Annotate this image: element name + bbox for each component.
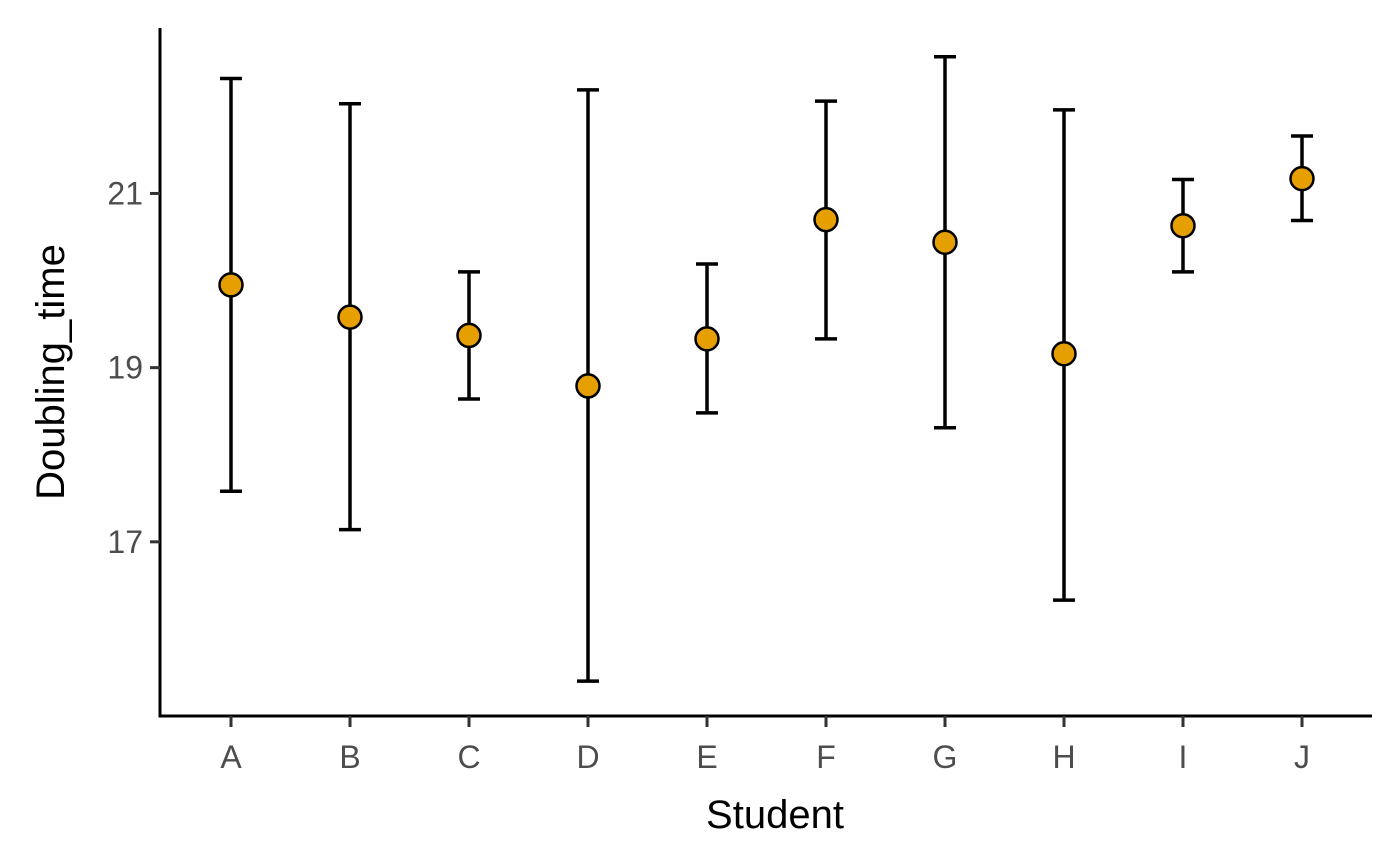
- plot-area: [218, 54, 1315, 683]
- data-point-i: [1170, 212, 1196, 239]
- x-axis-title: Student: [706, 793, 844, 837]
- data-point-a: [218, 272, 244, 298]
- x-tick-label: A: [220, 739, 242, 775]
- y-tick-label: 19: [107, 350, 143, 386]
- x-tick-label: F: [816, 739, 836, 775]
- y-axis-title: Doubling_time: [29, 244, 73, 500]
- x-tick-label: J: [1294, 739, 1310, 775]
- data-point-j: [1289, 165, 1315, 192]
- data-point-b: [337, 304, 363, 330]
- x-tick-label: C: [457, 739, 480, 775]
- y-ticks: 17 19 21: [107, 175, 160, 560]
- x-tick-label: E: [696, 739, 717, 775]
- data-point-d: [575, 373, 601, 399]
- x-tick-label: B: [339, 739, 360, 775]
- data-point-e: [694, 326, 720, 352]
- x-ticks: A B C D E F G H I J: [220, 716, 1310, 775]
- x-tick-label: D: [576, 739, 599, 775]
- y-tick-label: 21: [107, 175, 143, 211]
- y-tick-label: 17: [107, 524, 143, 560]
- x-tick-label: I: [1179, 739, 1188, 775]
- data-point-g: [932, 229, 958, 255]
- data-point-c: [456, 322, 482, 349]
- x-tick-label: G: [933, 739, 958, 775]
- data-point-h: [1051, 340, 1077, 367]
- x-tick-label: H: [1052, 739, 1075, 775]
- data-point-f: [813, 206, 839, 233]
